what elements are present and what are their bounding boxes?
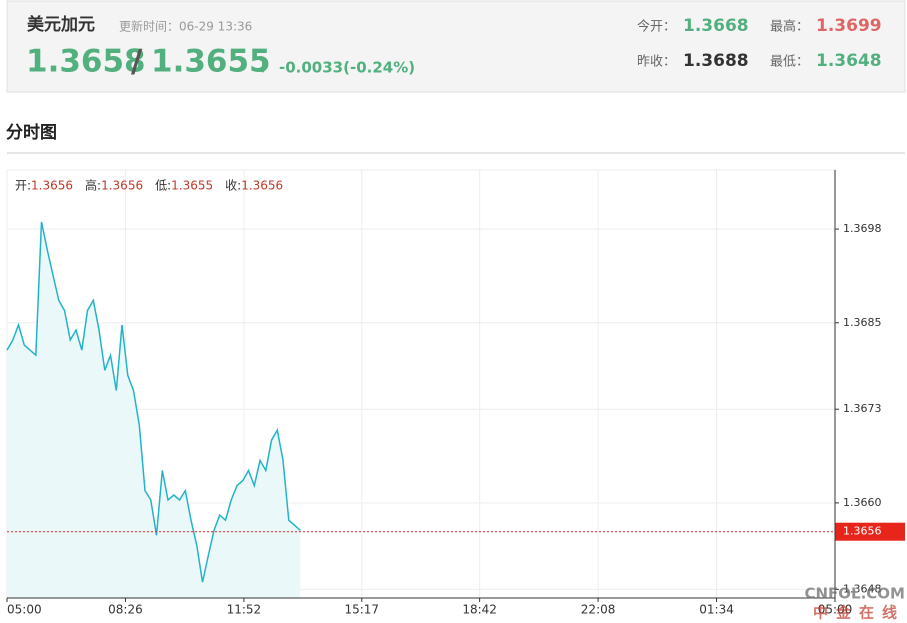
- x-tick-label: 11:52: [227, 603, 262, 617]
- x-tick-label: 08:26: [108, 603, 143, 617]
- info-label: 高:: [85, 178, 101, 193]
- bid: 1.3658: [26, 44, 146, 80]
- ask: 1.3655: [151, 44, 271, 80]
- area: [7, 221, 301, 598]
- change: -0.0033(-0.24%): [279, 59, 415, 77]
- x-tick-label: 18:42: [462, 603, 497, 617]
- x-tick-label: 22:08: [581, 603, 616, 617]
- open: 1.3668: [683, 16, 749, 36]
- last-price-label: 1.3656: [843, 525, 882, 538]
- y-tick-label: 1.3698: [843, 222, 882, 235]
- watermark-name: 中金在线: [813, 604, 905, 622]
- info-value: 1.3656: [101, 179, 143, 193]
- x-tick-label: 15:17: [344, 603, 379, 617]
- info-value: 1.3655: [171, 179, 213, 193]
- y-tick-label: 1.3648: [843, 582, 882, 595]
- watermark-brand: CNFOL.COM: [804, 585, 905, 603]
- y-tick-label: 1.3673: [843, 402, 882, 415]
- prev: 1.3688: [683, 51, 749, 71]
- last-price-box: [835, 522, 905, 541]
- y-tick-label: 1.3660: [843, 496, 882, 509]
- separator: /: [131, 44, 143, 80]
- info-value: 1.3656: [241, 179, 283, 193]
- prev-label: 昨收：: [637, 55, 676, 70]
- price-line: [6, 221, 301, 583]
- updated: 更新时间：06-29 13:36: [119, 19, 252, 34]
- low: 1.3648: [816, 51, 882, 71]
- x-tick-label: 05:00: [818, 603, 853, 617]
- section-title: 分时图: [6, 123, 57, 143]
- x-tick-label: 01:34: [699, 603, 734, 617]
- low-label: 最低：: [770, 55, 809, 70]
- info-label: 低:: [155, 179, 171, 193]
- high-label: 最高：: [770, 19, 809, 35]
- header-panel: [6, 0, 906, 93]
- title: 美元加元: [27, 14, 95, 35]
- info-label: 开:: [15, 179, 31, 193]
- arrow: ↓: [256, 58, 269, 77]
- info-value: 1.3656: [31, 179, 73, 193]
- x-tick-label: 05:00: [7, 603, 42, 617]
- open-label: 今开：: [637, 19, 676, 35]
- info-label: 收:: [225, 179, 241, 193]
- y-tick-label: 1.3685: [843, 316, 882, 329]
- high: 1.3699: [816, 16, 882, 36]
